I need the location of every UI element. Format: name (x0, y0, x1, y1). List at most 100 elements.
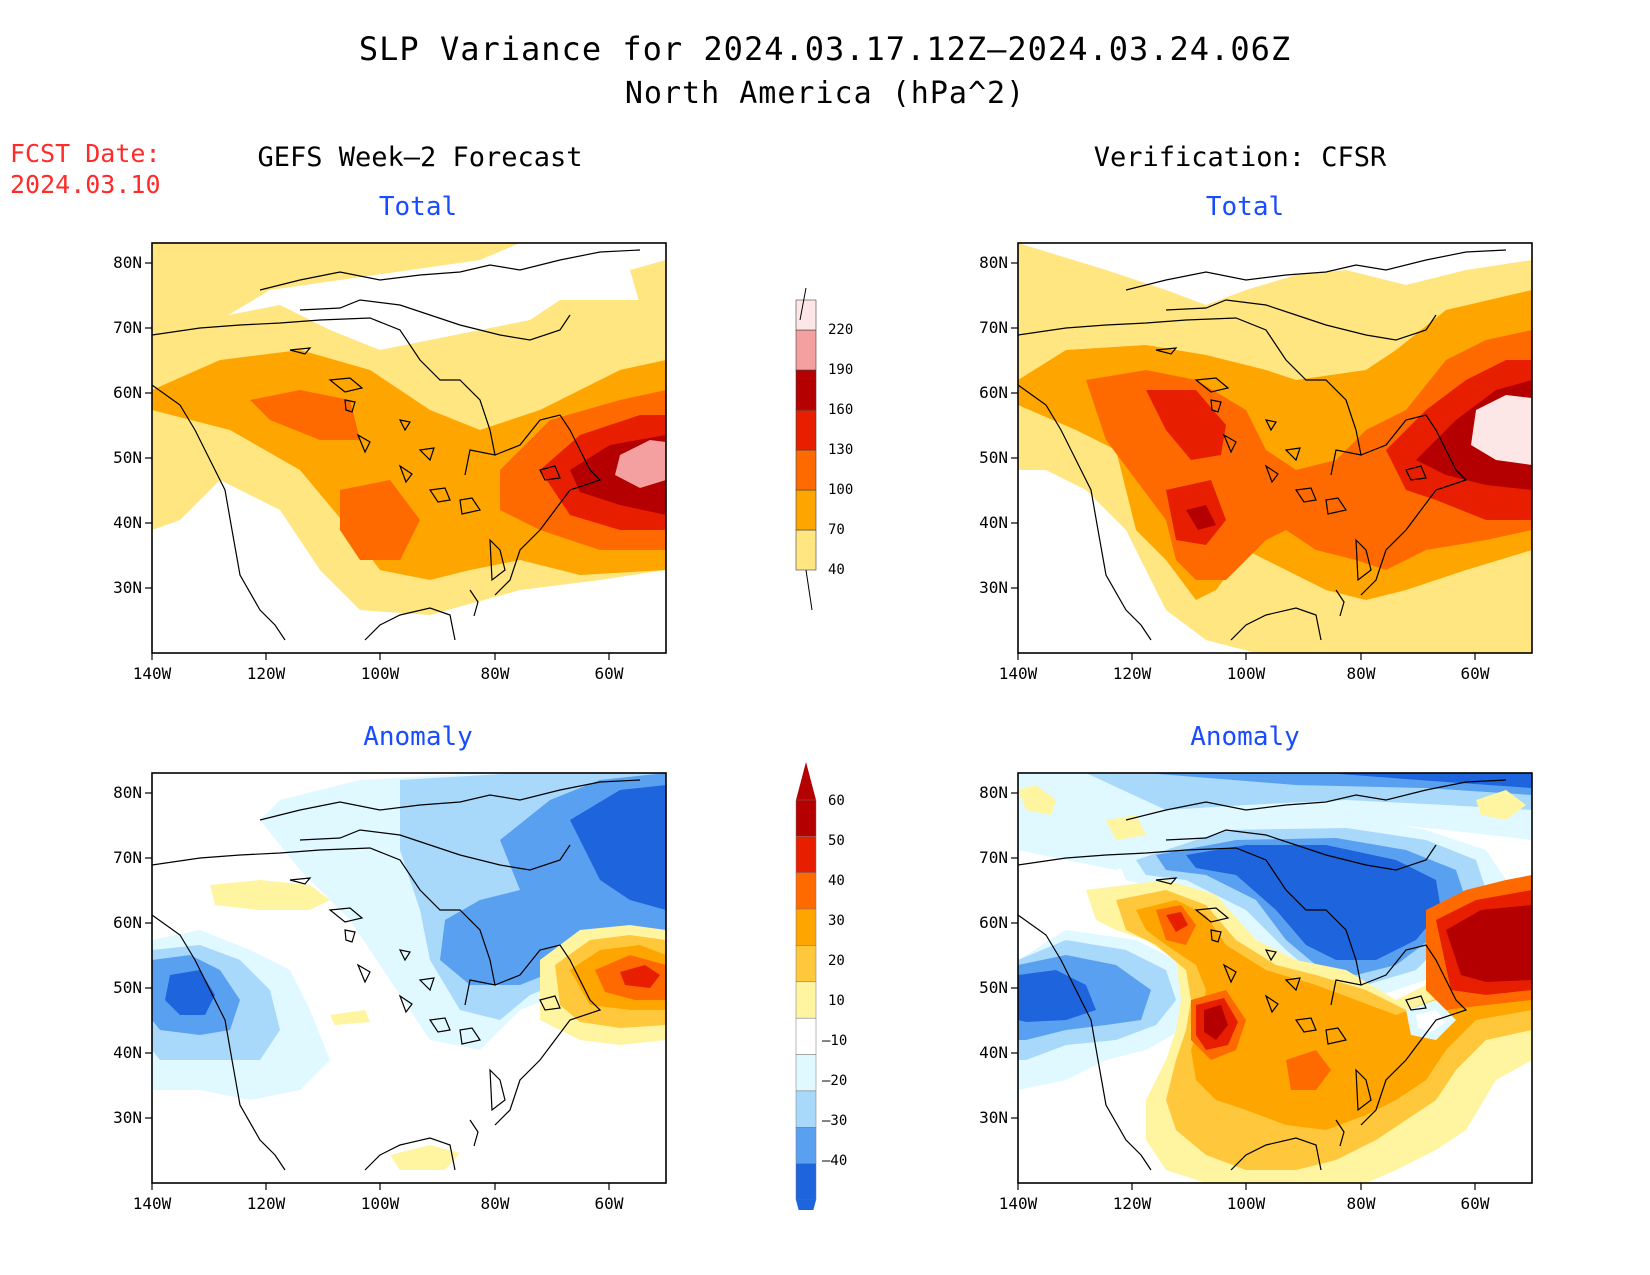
lat-label-80n: 80N (979, 783, 1008, 802)
colorbar-anomaly-arrow-bottom (796, 1200, 816, 1210)
cb-total-label-100: 100 (828, 482, 853, 498)
cb-total-label-160: 160 (828, 402, 853, 418)
lat-label-60n: 60N (113, 383, 142, 402)
coastlines (1018, 249, 1507, 641)
right-column-title: Verification: CFSR (1093, 142, 1387, 173)
cb-anom-label-20: 20 (828, 953, 845, 969)
colorbar-total-labels: 40 70 100 130 160 190 220 (828, 322, 853, 578)
colorbar-anomaly-swatch (795, 1017, 817, 1055)
forecast-date-label: FCST Date: (10, 139, 161, 168)
lon-label-80w: 80W (1347, 1194, 1376, 1213)
colorbar-anomaly-swatch (795, 1127, 817, 1164)
colorbar-anomaly-swatch (795, 908, 817, 946)
colorbar-total-swatch (795, 529, 817, 571)
map-gefs-anomaly: 80N 70N 60N 50N 40N 30N 140W 120W 100W 8… (113, 772, 667, 1213)
forecast-date-value: 2024.03.10 (10, 170, 161, 199)
lon-label-140w: 140W (999, 1194, 1038, 1213)
lon-label-60w: 60W (1461, 1194, 1490, 1213)
lat-label-70n: 70N (113, 318, 142, 337)
lat-ticks (145, 262, 152, 589)
lon-label-120w: 120W (1113, 664, 1152, 683)
colorbar-total-swatches (795, 299, 817, 571)
panel-title-top-left: Total (378, 192, 458, 222)
cb-anom-label-neg30: –30 (822, 1113, 847, 1129)
lat-label-30n: 30N (979, 1108, 1008, 1127)
left-column-title: GEFS Week–2 Forecast (257, 142, 583, 173)
lat-label-30n: 30N (979, 578, 1008, 597)
lon-label-60w: 60W (595, 664, 624, 683)
lat-label-80n: 80N (113, 783, 142, 802)
lat-label-50n: 50N (979, 978, 1008, 997)
colorbar-anomaly-swatch (795, 945, 817, 983)
map-cfsr-anomaly: 80N 70N 60N 50N 40N 30N 140W 120W 100W 8… (979, 772, 1533, 1213)
lat-ticks (1011, 792, 1018, 1119)
cb-anom-label-30: 30 (828, 913, 845, 929)
lat-label-30n: 30N (113, 1108, 142, 1127)
lon-ticks (151, 653, 610, 660)
colorbar-total-swatch (795, 299, 817, 331)
colorbar-anomaly-swatches (795, 762, 817, 1210)
lat-label-40n: 40N (113, 513, 142, 532)
colorbar-total-swatch (795, 449, 817, 491)
colorbar-anomaly-swatch (795, 1090, 817, 1128)
cb-anom-label-neg40: –40 (822, 1153, 847, 1169)
map-gefs-total: 80N 70N 60N 50N 40N 30N 140W 120W 100W 8… (113, 242, 667, 683)
colorbar-anomaly-labels: 60 50 40 30 20 10 –10 –20 –30 –40 (822, 793, 847, 1169)
lon-label-100w: 100W (361, 664, 400, 683)
coastlines (1018, 779, 1507, 1171)
main-title: SLP Variance for 2024.03.17.12Z–2024.03.… (358, 30, 1292, 68)
colorbar-anomaly-arrow-top (796, 762, 816, 800)
colorbar-anomaly-swatch (795, 981, 817, 1019)
cb-total-label-40: 40 (828, 562, 845, 578)
cb-total-label-220: 220 (828, 322, 853, 338)
lat-label-80n: 80N (979, 253, 1008, 272)
colorbar-anomaly-swatch (795, 836, 817, 873)
lat-label-60n: 60N (979, 913, 1008, 932)
lon-label-120w: 120W (247, 1194, 286, 1213)
lon-label-120w: 120W (1113, 1194, 1152, 1213)
colorbar-anomaly-swatch (795, 1054, 817, 1092)
lat-label-50n: 50N (979, 448, 1008, 467)
lon-ticks (151, 1183, 610, 1190)
shaded-field (152, 243, 666, 653)
lon-label-60w: 60W (1461, 664, 1490, 683)
cb-anom-label-neg20: –20 (822, 1073, 847, 1089)
lon-label-140w: 140W (999, 664, 1038, 683)
lat-label-80n: 80N (113, 253, 142, 272)
cb-anom-label-60: 60 (828, 793, 845, 809)
colorbar-total-swatch (795, 369, 817, 411)
lat-label-30n: 30N (113, 578, 142, 597)
panel-title-bottom-left: Anomaly (363, 722, 473, 752)
colorbar-anomaly: 60 50 40 30 20 10 –10 –20 –30 –40 (795, 762, 847, 1210)
lat-label-40n: 40N (979, 1043, 1008, 1062)
colorbar-anomaly-swatch (795, 872, 817, 910)
cb-total-label-130: 130 (828, 442, 853, 458)
lon-ticks (1017, 653, 1476, 660)
lon-label-100w: 100W (1227, 1194, 1266, 1213)
lon-label-80w: 80W (481, 1194, 510, 1213)
cb-total-label-70: 70 (828, 522, 845, 538)
map-cfsr-total: 80N 70N 60N 50N 40N 30N 140W 120W 100W 8… (979, 242, 1533, 683)
lon-label-120w: 120W (247, 664, 286, 683)
lon-label-140w: 140W (133, 664, 172, 683)
lon-ticks (1017, 1183, 1476, 1190)
lat-label-60n: 60N (113, 913, 142, 932)
lat-label-70n: 70N (113, 848, 142, 867)
lat-label-50n: 50N (113, 448, 142, 467)
colorbar-total-swatch (795, 329, 817, 371)
lon-label-60w: 60W (595, 1194, 624, 1213)
lat-label-70n: 70N (979, 318, 1008, 337)
shaded-field (1018, 243, 1532, 653)
lat-label-40n: 40N (979, 513, 1008, 532)
cb-total-label-190: 190 (828, 362, 853, 378)
panel-title-top-right: Total (1205, 192, 1285, 222)
lon-label-80w: 80W (1347, 664, 1376, 683)
lat-label-70n: 70N (979, 848, 1008, 867)
colorbar-total-swatch (795, 489, 817, 531)
coastlines (152, 779, 641, 1171)
lat-label-50n: 50N (113, 978, 142, 997)
lon-label-100w: 100W (361, 1194, 400, 1213)
main-subtitle: North America (hPa^2) (624, 76, 1026, 111)
colorbar-anomaly-swatch (795, 799, 817, 837)
forecast-date-block: FCST Date: 2024.03.10 (10, 138, 161, 200)
